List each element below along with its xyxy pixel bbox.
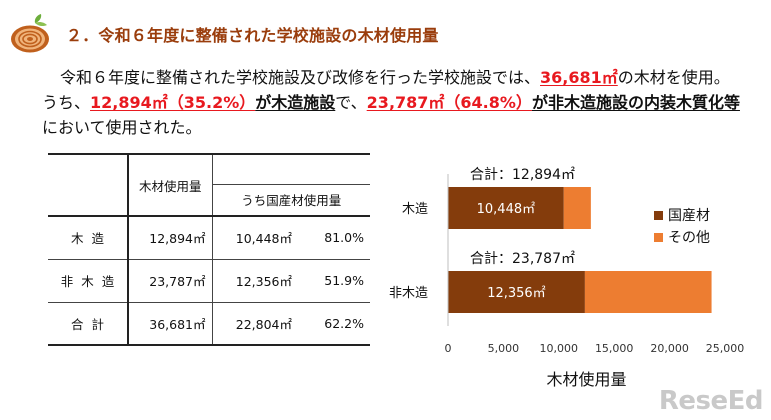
- legend-swatch: [654, 233, 663, 242]
- section-heading: ２．令和６年度に整備された学校施設の木材使用量: [10, 14, 439, 54]
- bar-other: [563, 187, 591, 229]
- row-label: 木造: [48, 215, 129, 259]
- x-tick-label: 5,000: [488, 342, 520, 355]
- summary-text-4: において使用された。: [42, 118, 202, 137]
- bar-other: [584, 271, 712, 313]
- total-label: 合計：12,894㎡: [470, 167, 575, 183]
- nonwooden-volume-highlight: 23,787㎡（64.8%）: [366, 93, 532, 112]
- cell-wood-usage: 12,894㎡: [128, 215, 213, 259]
- table-row: 非木造 23,787㎡ 12,356㎡ 51.9%: [48, 258, 370, 302]
- row-label: 合計: [48, 301, 129, 346]
- bar-value-label: 12,356㎡: [487, 286, 546, 301]
- cell-domestic-ratio: 62.2%: [298, 301, 370, 346]
- legend-label: 国産材: [668, 208, 710, 224]
- category-label: 木造: [402, 202, 428, 217]
- x-tick-label: 15,000: [595, 342, 634, 355]
- cell-domestic-usage: 22,804㎡: [211, 301, 298, 346]
- cell-domestic-usage: 12,356㎡: [211, 258, 298, 302]
- wood-usage-table: 木材使用量 うち国産材使用量 木造 12,894㎡ 10,448㎡ 81.0% …: [48, 153, 370, 346]
- x-tick-label: 20,000: [650, 342, 689, 355]
- wooden-facility-emphasis: が木造施設: [255, 93, 336, 112]
- table-corner-cell: [48, 153, 129, 216]
- cell-wood-usage: 36,681㎡: [128, 301, 213, 346]
- summary-text-2: の木材を使用。 うち、: [42, 68, 730, 112]
- log-cross-section-icon: [11, 14, 49, 53]
- wooden-volume-highlight: 12,894㎡（35.2%）: [90, 93, 256, 112]
- summary-paragraph: 令和６年度に整備された学校施設及び改修を行った学校施設では、36,681㎡の木材…: [42, 65, 742, 140]
- category-label: 非木造: [389, 286, 428, 301]
- table-row: 合計 36,681㎡ 22,804㎡ 62.2%: [48, 301, 370, 346]
- summary-text-3: で、: [335, 93, 367, 112]
- table-header-row: 木材使用量 うち国産材使用量: [48, 153, 370, 216]
- bar-domestic: [448, 187, 564, 229]
- wood-usage-chart: 10,448㎡ 木造 合計：12,894㎡ 12,356㎡ 非木造 合計：23,787㎡ 0…: [389, 167, 745, 389]
- nonwooden-facility-emphasis: が非木造施設の内装木質化等: [531, 93, 740, 112]
- legend-label: その他: [668, 230, 710, 246]
- total-label: 合計：23,787㎡: [470, 251, 575, 267]
- bar-value-label: 10,448㎡: [477, 202, 536, 217]
- header-domestic-wrapper: うち国産材使用量: [212, 153, 370, 216]
- x-axis-title: 木材使用量: [546, 370, 626, 389]
- header-domestic-usage: うち国産材使用量: [212, 184, 370, 215]
- x-tick-label: 10,000: [540, 342, 579, 355]
- summary-text-1: 令和６年度に整備された学校施設及び改修を行った学校施設では、: [60, 68, 541, 87]
- cell-domestic-usage: 10,448㎡: [211, 215, 298, 259]
- bar-domestic: [448, 271, 585, 313]
- cell-domestic-ratio: 81.0%: [298, 215, 370, 259]
- x-tick-label: 0: [445, 342, 452, 355]
- x-tick-label: 25,000: [706, 342, 745, 355]
- cell-wood-usage: 23,787㎡: [128, 258, 213, 302]
- cell-domestic-ratio: 51.9%: [298, 258, 370, 302]
- header-wood-usage: 木材使用量: [128, 153, 213, 216]
- legend-swatch: [654, 211, 663, 220]
- watermark-logo: ReseEd: [658, 386, 764, 416]
- row-label: 非木造: [48, 258, 129, 302]
- page-title: ２．令和６年度に整備された学校施設の木材使用量: [66, 26, 439, 45]
- total-volume-highlight: 36,681㎡: [540, 68, 618, 87]
- table-row: 木造 12,894㎡ 10,448㎡ 81.0%: [48, 215, 370, 259]
